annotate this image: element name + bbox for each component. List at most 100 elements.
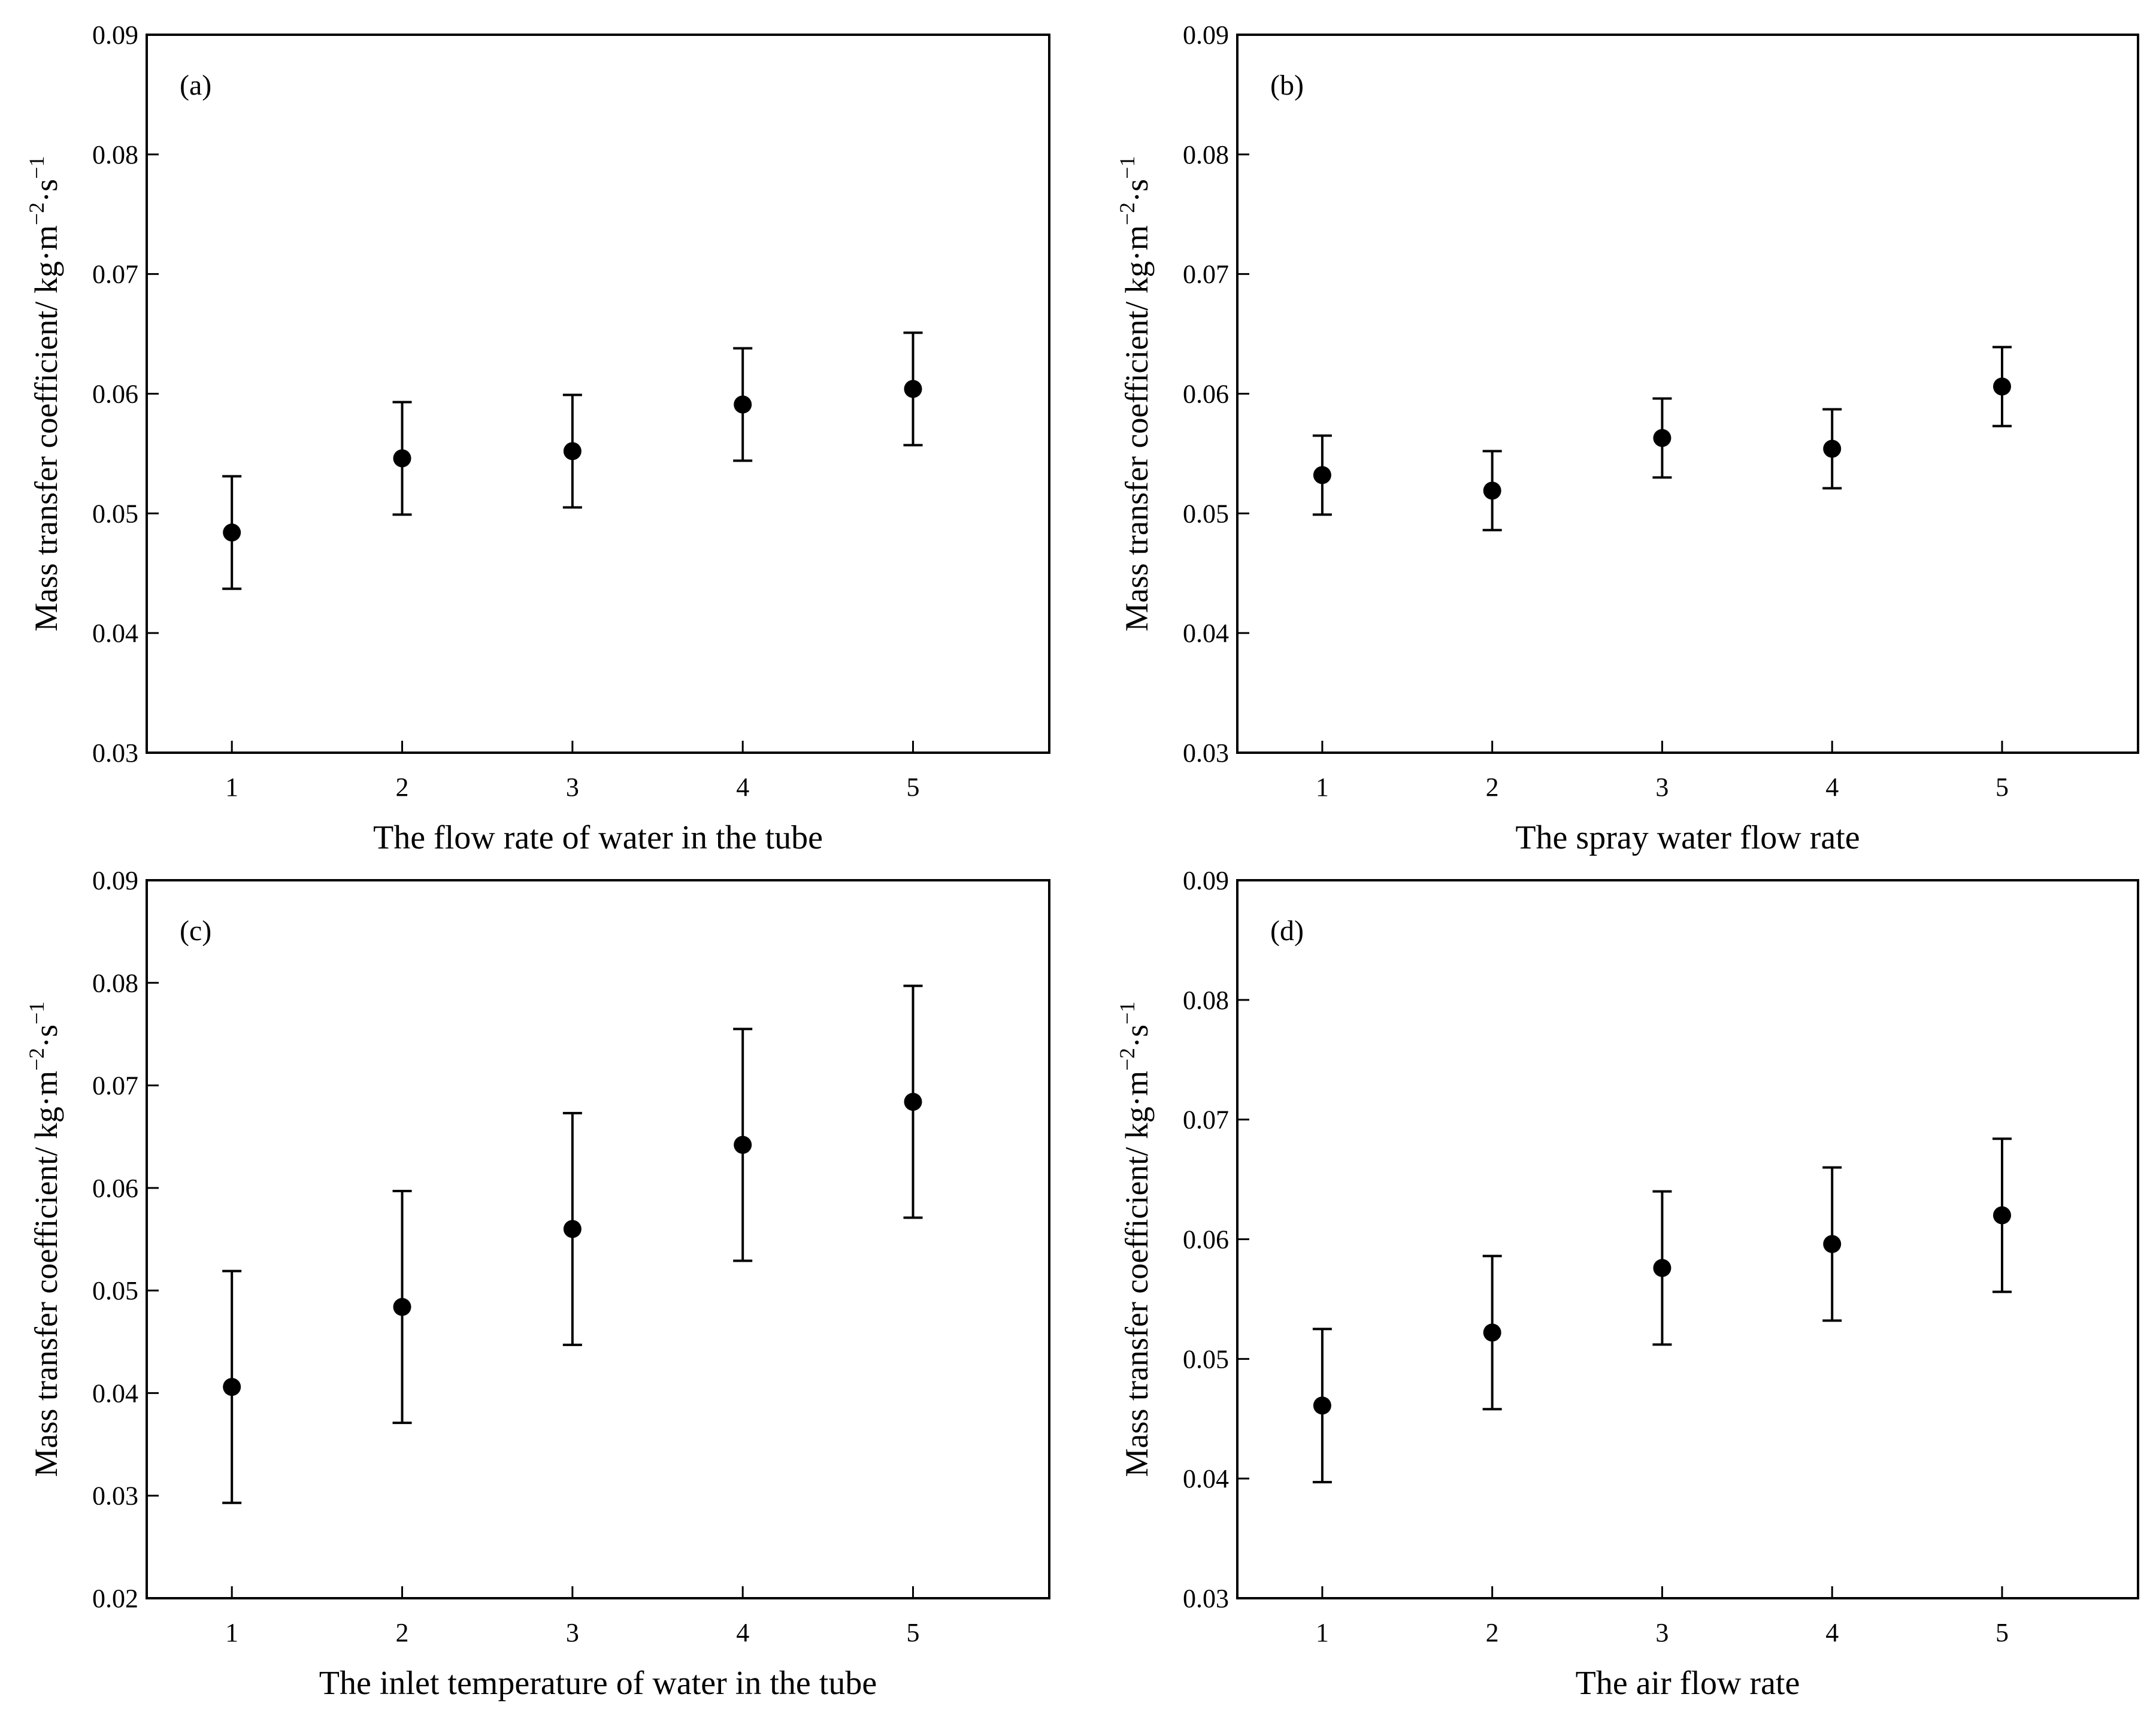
panel-label-a: (a) — [180, 69, 211, 101]
data-point-b-2 — [1653, 429, 1671, 447]
data-point-b-4 — [1993, 377, 2011, 396]
y-axis-title-part-b-3: −1 — [1115, 156, 1139, 179]
y-tick-label-a-6: 0.09 — [92, 20, 138, 50]
y-tick-label-c-7: 0.09 — [92, 866, 138, 895]
y-tick-label-c-4: 0.06 — [92, 1174, 138, 1203]
data-point-d-2 — [1653, 1259, 1671, 1277]
x-tick-label-d-4: 5 — [1995, 1618, 2009, 1647]
y-axis-title-part-c-0: Mass transfer coefficient/ kg·m — [28, 1071, 64, 1477]
data-point-a-1 — [393, 449, 411, 468]
data-point-d-0 — [1313, 1396, 1331, 1415]
y-axis-title-part-a-3: −1 — [25, 156, 49, 179]
x-tick-label-a-3: 4 — [736, 772, 749, 802]
panel-label-b: (b) — [1270, 69, 1304, 101]
data-point-a-4 — [904, 380, 922, 398]
data-point-b-3 — [1823, 440, 1842, 458]
x-tick-label-a-4: 5 — [907, 772, 920, 802]
y-axis-title-part-d-0: Mass transfer coefficient/ kg·m — [1119, 1071, 1155, 1477]
x-tick-label-d-3: 4 — [1825, 1618, 1839, 1647]
y-tick-label-d-4: 0.07 — [1183, 1105, 1229, 1135]
y-tick-label-c-5: 0.07 — [92, 1071, 138, 1101]
x-tick-label-b-2: 3 — [1655, 772, 1669, 802]
x-tick-label-d-1: 2 — [1486, 1618, 1499, 1647]
x-axis-title-c: The inlet temperature of water in the tu… — [319, 1665, 877, 1702]
y-tick-label-d-0: 0.03 — [1183, 1584, 1229, 1613]
y-tick-label-d-5: 0.08 — [1183, 986, 1229, 1015]
y-axis-title-part-a-1: −2 — [25, 202, 49, 225]
y-tick-label-b-0: 0.03 — [1183, 738, 1229, 768]
y-tick-label-d-6: 0.09 — [1183, 866, 1229, 895]
data-point-c-0 — [223, 1378, 241, 1396]
y-tick-label-c-2: 0.04 — [92, 1378, 138, 1408]
data-point-a-2 — [563, 442, 582, 460]
chart-panel-d: 0.03 0.04 0.05 0.06 0.07 0.08 0.09 1 2 3 4 5 (d) The … — [1115, 866, 2139, 1702]
y-tick-label-a-4: 0.07 — [92, 260, 138, 289]
y-tick-label-b-1: 0.04 — [1183, 619, 1229, 648]
x-tick-label-a-0: 1 — [225, 772, 238, 802]
y-tick-label-b-3: 0.06 — [1183, 380, 1229, 409]
y-axis-title-part-b-0: Mass transfer coefficient/ kg·m — [1119, 225, 1155, 631]
y-tick-label-a-1: 0.04 — [92, 619, 138, 648]
y-tick-label-d-2: 0.05 — [1183, 1344, 1229, 1374]
y-axis-title-part-b-1: −2 — [1115, 202, 1139, 225]
x-tick-label-a-2: 3 — [566, 772, 579, 802]
x-axis-title-a: The flow rate of water in the tube — [373, 819, 823, 856]
y-tick-label-d-3: 0.06 — [1183, 1225, 1229, 1255]
y-axis-title-part-a-2: ·s — [28, 179, 64, 202]
x-tick-label-c-0: 1 — [225, 1618, 238, 1647]
y-tick-label-c-1: 0.03 — [92, 1481, 138, 1511]
y-axis-title-b: Mass transfer coefficient/ kg·m−2·s−1 — [1115, 156, 1155, 632]
x-tick-label-c-4: 5 — [907, 1618, 920, 1647]
x-tick-label-b-3: 4 — [1825, 772, 1839, 802]
chart-panel-c: 0.02 0.03 0.04 0.05 0.06 0.07 0.08 0.09 1 2 3 4 5 (c)… — [25, 866, 1050, 1702]
x-axis-title-d: The air flow rate — [1576, 1665, 1800, 1702]
y-tick-label-b-2: 0.05 — [1183, 499, 1229, 528]
y-axis-title-part-d-2: ·s — [1119, 1025, 1155, 1048]
y-tick-label-c-3: 0.05 — [92, 1276, 138, 1305]
y-axis-title-part-d-3: −1 — [1115, 1002, 1139, 1025]
chart-panel-b: 0.03 0.04 0.05 0.06 0.07 0.08 0.09 1 2 3 4 5 (b) The … — [1115, 20, 2139, 856]
y-tick-label-a-0: 0.03 — [92, 738, 138, 768]
x-tick-label-c-1: 2 — [396, 1618, 409, 1647]
y-axis-title-part-c-1: −2 — [25, 1048, 49, 1071]
data-point-c-4 — [904, 1092, 922, 1111]
plot-frame-c — [146, 879, 1050, 1599]
x-tick-label-b-0: 1 — [1316, 772, 1329, 802]
data-point-b-1 — [1483, 481, 1501, 500]
y-axis-title-part-c-2: ·s — [28, 1025, 64, 1048]
x-axis-title-b: The spray water flow rate — [1515, 819, 1860, 856]
y-tick-label-c-0: 0.02 — [92, 1584, 138, 1613]
y-axis-title-part-d-1: −2 — [1115, 1048, 1139, 1071]
y-tick-label-a-2: 0.05 — [92, 499, 138, 528]
y-tick-label-b-5: 0.08 — [1183, 140, 1229, 169]
x-tick-label-b-1: 2 — [1486, 772, 1499, 802]
x-tick-label-d-2: 3 — [1655, 1618, 1669, 1647]
data-point-d-3 — [1823, 1235, 1842, 1253]
data-point-d-1 — [1483, 1323, 1501, 1342]
data-point-a-0 — [223, 523, 241, 542]
data-point-b-0 — [1313, 466, 1331, 484]
plot-frame-b — [1236, 34, 2139, 754]
y-axis-title-part-a-0: Mass transfer coefficient/ kg·m — [28, 225, 64, 631]
plot-frame-d — [1236, 879, 2139, 1599]
data-point-c-3 — [734, 1135, 752, 1154]
x-tick-label-b-4: 5 — [1995, 772, 2009, 802]
y-tick-label-c-6: 0.08 — [92, 968, 138, 998]
plot-frame-a — [146, 34, 1050, 754]
x-tick-label-d-0: 1 — [1316, 1618, 1329, 1647]
x-tick-label-c-2: 3 — [566, 1618, 579, 1647]
data-point-a-3 — [734, 395, 752, 414]
y-tick-label-a-3: 0.06 — [92, 380, 138, 409]
chart-panel-a: 0.03 0.04 0.05 0.06 0.07 0.08 0.09 1 2 3 4 5 (a) The … — [25, 20, 1050, 856]
data-point-c-2 — [563, 1220, 582, 1238]
panel-label-d: (d) — [1270, 915, 1304, 947]
y-axis-title-part-c-3: −1 — [25, 1002, 49, 1025]
y-tick-label-b-6: 0.09 — [1183, 20, 1229, 50]
y-axis-title-part-b-2: ·s — [1119, 179, 1155, 202]
y-axis-title-d: Mass transfer coefficient/ kg·m−2·s−1 — [1115, 1002, 1155, 1477]
data-point-d-4 — [1993, 1206, 2011, 1225]
y-tick-label-d-1: 0.04 — [1183, 1464, 1229, 1493]
y-axis-title-a: Mass transfer coefficient/ kg·m−2·s−1 — [25, 156, 64, 632]
data-point-c-1 — [393, 1298, 411, 1316]
